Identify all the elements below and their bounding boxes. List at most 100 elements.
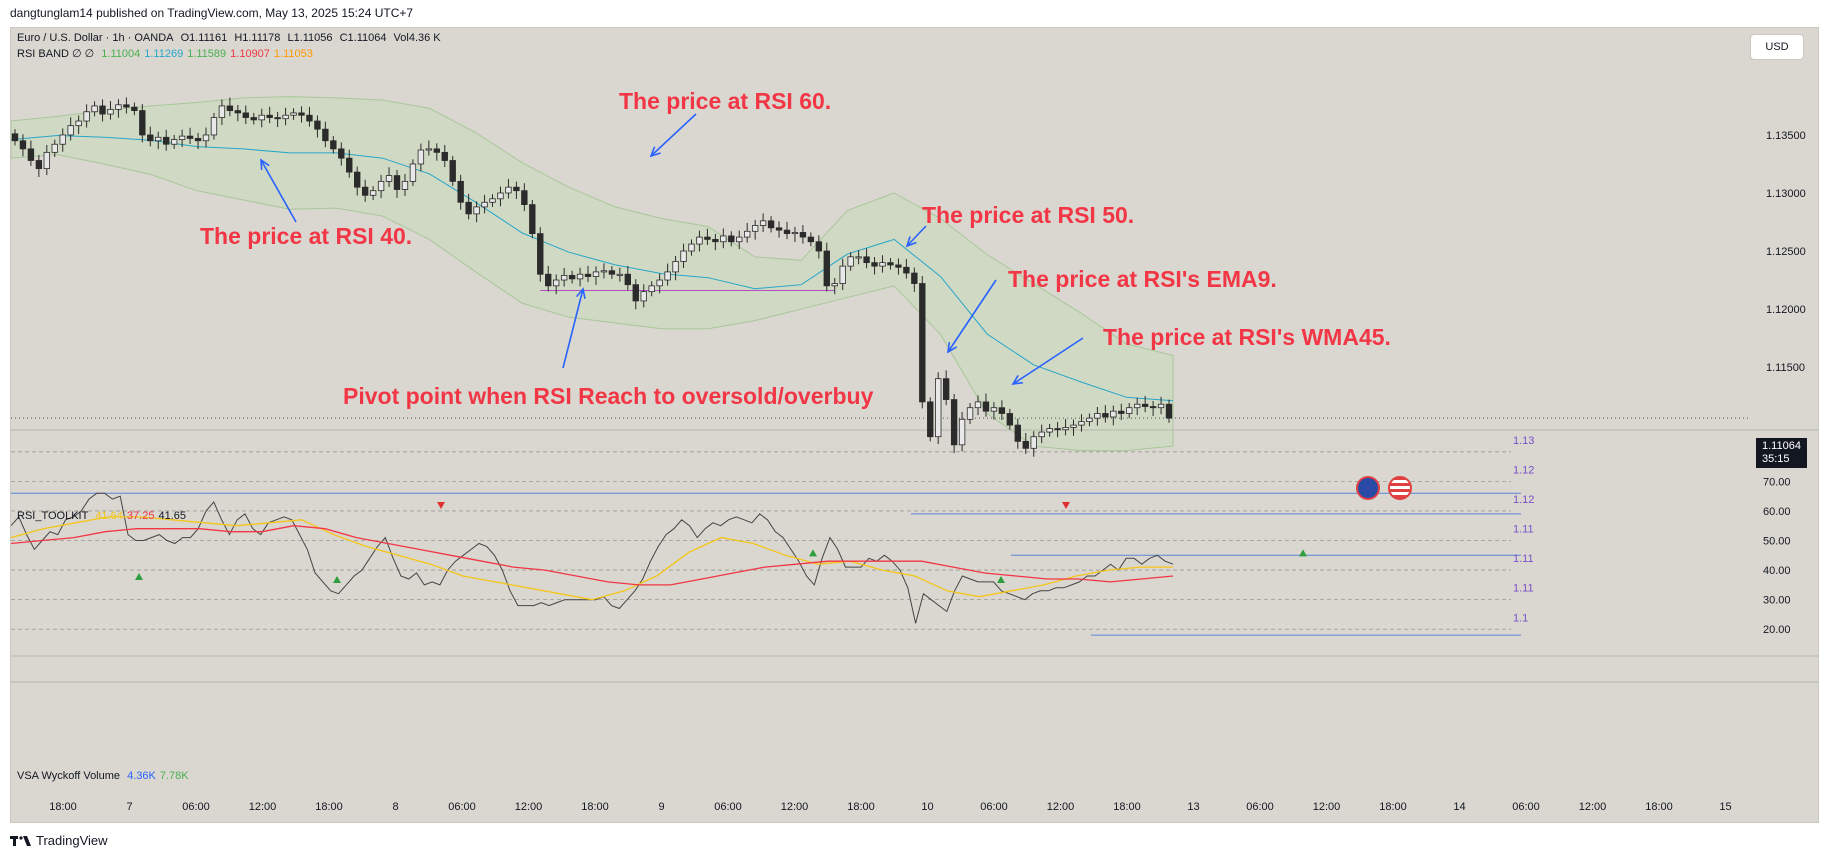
candle-body (783, 229, 791, 235)
candle-body (998, 407, 1006, 414)
candle-body (194, 138, 202, 142)
candle-body (576, 273, 584, 280)
rsi-band-value-2: 1.11589 (187, 48, 227, 60)
candle-body (1062, 427, 1069, 431)
candle-body (568, 274, 576, 280)
candle-body (330, 140, 337, 150)
candle (361, 179, 369, 202)
candle-body (139, 110, 146, 136)
candle-body (895, 264, 902, 268)
candle-body (147, 134, 154, 142)
candle-body (314, 120, 321, 130)
chart-svg[interactable]: 1.135001.130001.125001.120001.1150080.00… (11, 28, 1818, 822)
rsi-level-label: 1.11 (1513, 583, 1534, 595)
candle-body (83, 111, 90, 122)
candle (202, 127, 210, 148)
candle (258, 108, 265, 128)
arrow-head (1011, 375, 1024, 386)
candle-body (1014, 424, 1021, 442)
candle (736, 230, 743, 250)
candle-body (974, 401, 982, 409)
candle (27, 140, 35, 167)
candle (927, 397, 934, 442)
candle-body (696, 236, 703, 245)
candle (194, 132, 202, 150)
rsi-tick-label: 20.00 (1763, 624, 1791, 636)
candle-body (27, 148, 35, 161)
candle-body (688, 243, 695, 252)
candle (1118, 403, 1125, 421)
rsi-level-label: 1.12 (1513, 494, 1534, 506)
candle-body (592, 271, 600, 277)
candle-body (505, 186, 512, 194)
candle (847, 252, 854, 271)
candle (560, 267, 568, 287)
candle (210, 112, 218, 140)
candle (393, 170, 401, 198)
candle-body (942, 378, 950, 400)
candle (330, 136, 337, 154)
candle-body (855, 256, 862, 259)
candle (879, 255, 886, 273)
candle (338, 142, 345, 166)
candle (1165, 399, 1173, 423)
rsi-band-mid-line (11, 134, 1174, 402)
candle-layer (11, 97, 1173, 457)
current-price: 1.11064 (1762, 440, 1801, 452)
time-tick-label: 15 (1719, 801, 1731, 813)
candle-body (552, 279, 560, 287)
candle (584, 265, 592, 283)
annotation-arrow (905, 225, 927, 248)
candle-body (346, 157, 353, 173)
candle (990, 402, 998, 420)
candle-body (107, 109, 114, 115)
candle-body (361, 186, 369, 196)
annotation-arrows (260, 113, 1084, 386)
candle (409, 159, 417, 187)
candle-body (354, 171, 361, 188)
candle (218, 99, 226, 125)
arrow-head (260, 158, 270, 171)
annotation-arrow (649, 113, 697, 158)
candle-body (664, 271, 671, 281)
candle-body (632, 284, 639, 302)
eu-flag-icon[interactable] (1356, 476, 1380, 500)
candle (1157, 396, 1165, 415)
us-flag-icon[interactable] (1388, 476, 1412, 500)
vsa-legend: VSA Wyckoff Volume 4.36K 7.78K (17, 770, 193, 782)
candle-body (624, 273, 632, 286)
candle (974, 395, 982, 416)
candle-body (242, 112, 249, 118)
currency-button[interactable]: USD (1750, 34, 1804, 60)
candle (242, 105, 249, 125)
candle-body (1141, 403, 1149, 407)
candle-body (59, 134, 66, 145)
candle-body (537, 233, 544, 275)
candle (871, 257, 878, 275)
signal-triangle (1062, 502, 1070, 510)
arrow-head (905, 236, 917, 248)
time-tick-label: 18:00 (1645, 801, 1673, 813)
footer: TradingView (10, 833, 108, 848)
rsi-toolkit-title: RSI_TOOLKIT (17, 510, 89, 522)
candle-body (210, 117, 218, 136)
rsi-band-legend: RSI BAND ∅ ∅ 1.11004 1.11269 1.11589 1.1090… (17, 47, 317, 60)
candle (51, 139, 58, 158)
candle (417, 143, 425, 172)
arrow-shaft (1012, 337, 1084, 385)
candle-body (123, 104, 130, 108)
candle (1054, 422, 1061, 438)
candle (887, 257, 894, 270)
candle (1006, 408, 1014, 430)
candle-body (1046, 428, 1053, 433)
candle (720, 228, 727, 249)
rsi-band-fill (11, 96, 1174, 452)
candle-body (608, 270, 616, 275)
chart-area[interactable]: 1.135001.130001.125001.120001.1150080.00… (10, 27, 1819, 823)
rsi-toolkit-value-1: 37.25 (126, 510, 155, 522)
candle (425, 140, 433, 156)
candle (11, 129, 19, 146)
rsi-band-value-1: 1.11269 (144, 48, 184, 60)
candle (1014, 418, 1021, 449)
ohlc-close: C1.11064 (339, 32, 387, 44)
